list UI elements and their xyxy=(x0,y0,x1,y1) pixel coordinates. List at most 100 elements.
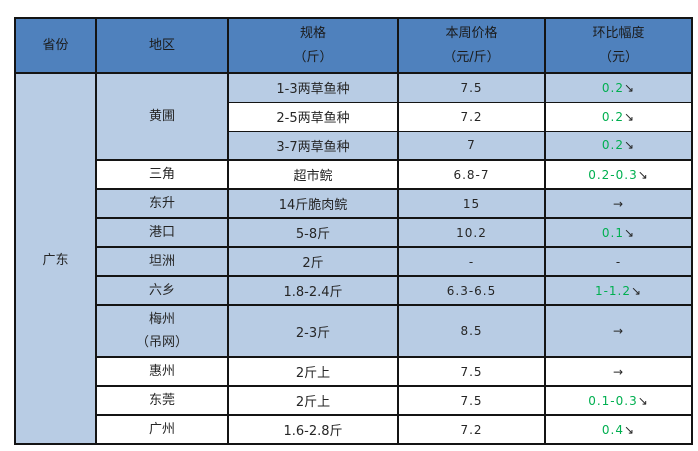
down-right-arrow-icon: ↘ xyxy=(624,138,636,153)
region-cell: 惠州 xyxy=(95,357,229,387)
header-cell-change: 环比幅度 （元） xyxy=(544,18,693,74)
spec-cell: 1.6-2.8斤 xyxy=(227,415,399,445)
change-cell: → xyxy=(544,189,693,219)
price-cell: 7.5 xyxy=(397,357,546,387)
header-cell-region: 地区 xyxy=(95,18,229,74)
price-cell: - xyxy=(397,247,546,277)
change-value-down: 0.2 xyxy=(601,80,625,95)
header-province-label: 省份 xyxy=(42,37,69,53)
spec-cell: 2斤上 xyxy=(227,357,399,387)
spec-cell: 1.8-2.4斤 xyxy=(227,276,399,306)
down-right-arrow-icon: ↘ xyxy=(624,225,636,240)
spec-cell: 2-3斤 xyxy=(227,305,399,358)
change-cell: 0.4↘ xyxy=(544,415,693,445)
table-row: 惠州 2斤上 7.5 → xyxy=(15,357,693,387)
region-cell: 六乡 xyxy=(95,276,229,306)
down-right-arrow-icon: ↘ xyxy=(624,109,636,124)
change-cell: → xyxy=(544,305,693,358)
change-value-down: 1-1.2 xyxy=(594,283,631,298)
region-name: 六乡 xyxy=(148,283,175,298)
change-value-down: 0.2-0.3 xyxy=(588,167,638,182)
table-row: 六乡 1.8-2.4斤 6.3-6.5 1-1.2↘ xyxy=(15,276,693,306)
table-row: 3-7两草鱼种 7 0.2↘ xyxy=(15,131,693,161)
province-cell: 广东 xyxy=(14,73,97,445)
region-cell: 坦洲 xyxy=(95,247,229,277)
region-name: 坦洲 xyxy=(148,254,175,269)
region-name: 梅州 xyxy=(148,312,175,327)
change-cell: 1-1.2↘ xyxy=(544,276,693,306)
spec-cell: 1-3两草鱼种 xyxy=(227,73,399,103)
header-spec-unit: （斤） xyxy=(293,49,333,65)
header-change-label: 环比幅度 xyxy=(592,25,645,41)
region-name: 东莞 xyxy=(148,393,175,408)
change-value-none: - xyxy=(615,254,622,269)
table-row: 广东 黄圃 1-3两草鱼种 7.5 0.2↘ xyxy=(14,73,693,445)
header-cell-price: 本周价格 （元/斤） xyxy=(397,18,546,74)
table-row: 坦洲 2斤 - - xyxy=(15,247,693,277)
spec-cell: 2斤上 xyxy=(227,386,399,416)
change-cell: 0.2↘ xyxy=(544,131,693,161)
header-price-label: 本周价格 xyxy=(445,25,498,41)
right-arrow-icon: → xyxy=(612,196,625,211)
header-cell-province: 省份 xyxy=(14,18,97,74)
table-row: 梅州 （吊网） 2-3斤 8.5 → xyxy=(15,305,693,358)
price-cell: 7.5 xyxy=(397,73,546,103)
price-cell: 6.8-7 xyxy=(397,160,546,190)
region-name: 三角 xyxy=(148,167,175,182)
change-cell: 0.1↘ xyxy=(544,218,693,248)
change-value-down: 0.1-0.3 xyxy=(588,393,638,408)
table-row: 东升 14斤脆肉鲩 15 → xyxy=(15,189,693,219)
price-cell: 6.3-6.5 xyxy=(397,276,546,306)
region-cell: 梅州 （吊网） xyxy=(95,305,229,358)
spec-cell: 14斤脆肉鲩 xyxy=(227,189,399,219)
spec-cell: 2斤 xyxy=(227,247,399,277)
price-cell: 7.2 xyxy=(397,102,546,132)
price-cell: 7 xyxy=(397,131,546,161)
header-cell-spec: 规格 （斤） xyxy=(227,18,399,74)
region-name-line2: （吊网） xyxy=(135,335,188,350)
spec-cell: 3-7两草鱼种 xyxy=(227,131,399,161)
down-right-arrow-icon: ↘ xyxy=(624,80,636,95)
region-cell: 黄圃 xyxy=(95,73,229,161)
price-cell: 10.2 xyxy=(397,218,546,248)
region-name: 东升 xyxy=(148,196,175,211)
change-value-down: 0.2 xyxy=(601,109,625,124)
region-name: 港口 xyxy=(148,225,175,240)
price-cell: 7.5 xyxy=(397,386,546,416)
price-cell: 7.2 xyxy=(397,415,546,445)
region-name: 惠州 xyxy=(148,364,175,379)
price-cell: 8.5 xyxy=(397,305,546,358)
region-cell: 港口 xyxy=(95,218,229,248)
spec-cell: 5-8斤 xyxy=(227,218,399,248)
table-row: 港口 5-8斤 10.2 0.1↘ xyxy=(15,218,693,248)
change-cell: 0.1-0.3↘ xyxy=(544,386,693,416)
spec-cell: 2-5两草鱼种 xyxy=(227,102,399,132)
right-arrow-icon: → xyxy=(612,364,625,379)
region-cell: 东莞 xyxy=(95,386,229,416)
table-row: 2-5两草鱼种 7.2 0.2↘ xyxy=(15,102,693,132)
right-arrow-icon: → xyxy=(612,324,625,338)
region-cell: 东升 xyxy=(95,189,229,219)
region-name: 广州 xyxy=(148,422,175,437)
region-cell: 三角 xyxy=(95,160,229,190)
region-name: 黄圃 xyxy=(148,109,175,124)
header-change-unit: （元） xyxy=(598,49,638,65)
change-cell: - xyxy=(544,247,693,277)
down-right-arrow-icon: ↘ xyxy=(637,167,649,182)
down-right-arrow-icon: ↘ xyxy=(631,283,643,298)
price-cell: 15 xyxy=(397,189,546,219)
header-price-unit: （元/斤） xyxy=(443,49,500,65)
change-value-down: 0.2 xyxy=(601,138,625,153)
change-cell: 0.2↘ xyxy=(544,73,693,103)
table-row: 三角 超市鲩 6.8-7 0.2-0.3↘ xyxy=(15,160,693,190)
table-row: 广州 1.6-2.8斤 7.2 0.4↘ xyxy=(15,415,693,445)
change-cell: → xyxy=(544,357,693,387)
change-value-down: 0.4 xyxy=(601,422,625,437)
fish-price-table: 省份 地区 规格 （斤） 本周价格 （元/斤） 环比幅度 （元） xyxy=(14,17,693,445)
header-region-label: 地区 xyxy=(148,37,175,53)
change-value-down: 0.1 xyxy=(601,225,625,240)
table-row: 东莞 2斤上 7.5 0.1-0.3↘ xyxy=(15,386,693,416)
header-spec-label: 规格 xyxy=(299,25,326,41)
spec-cell: 超市鲩 xyxy=(227,160,399,190)
